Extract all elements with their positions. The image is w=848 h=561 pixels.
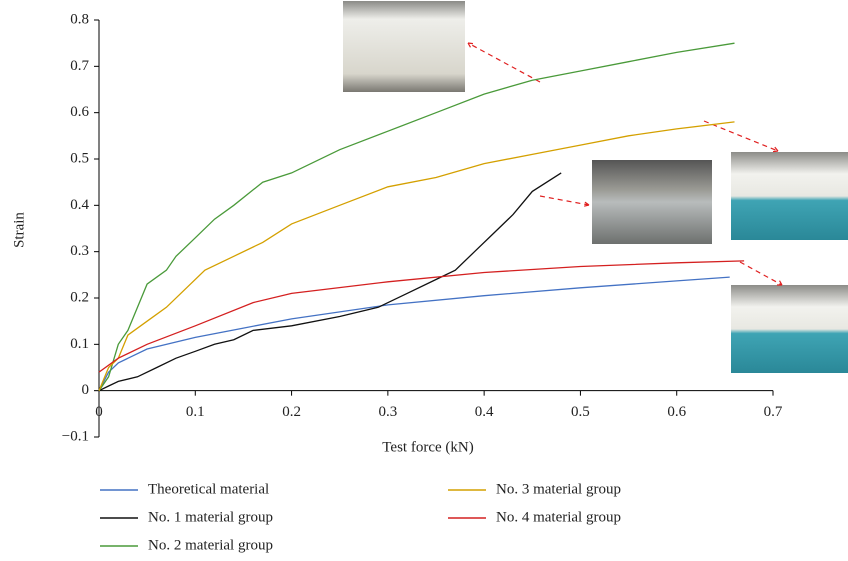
x-tick-label: 0	[95, 404, 103, 420]
series-line	[98, 172, 562, 392]
x-tick-label: 0.6	[667, 404, 686, 420]
legend-label: No. 1 material group	[148, 509, 273, 525]
y-tick-label: 0.5	[70, 150, 89, 166]
series-line	[98, 42, 735, 392]
arrow	[539, 195, 590, 208]
y-tick-label: 0.4	[70, 197, 89, 213]
x-tick-label: 0.5	[571, 404, 590, 420]
legend-label: Theoretical material	[148, 481, 269, 497]
y-axis-title: Strain	[11, 212, 27, 248]
photo	[731, 152, 848, 240]
y-tick-label: 0.8	[70, 11, 89, 27]
y-tick-label: −0.1	[62, 428, 89, 444]
y-tick-label: 0.2	[70, 289, 89, 305]
photo	[343, 1, 465, 92]
y-tick-label: 0.3	[70, 243, 89, 259]
x-axis-title: Test force (kN)	[382, 439, 473, 455]
legend-label: No. 3 material group	[496, 481, 621, 497]
y-tick-label: 0.7	[70, 58, 89, 74]
legend-label: No. 4 material group	[496, 509, 621, 525]
x-tick-label: 0.3	[378, 404, 397, 420]
photo	[731, 285, 848, 373]
x-tick-label: 0.1	[186, 404, 205, 420]
series-line	[98, 121, 735, 391]
y-tick-label: 0.6	[70, 104, 89, 120]
series-line	[98, 260, 745, 373]
y-tick-label: 0	[82, 382, 90, 398]
x-tick-label: 0.2	[282, 404, 301, 420]
series-line	[98, 276, 730, 391]
legend-label: No. 2 material group	[148, 537, 273, 553]
y-tick-label: 0.1	[70, 336, 89, 352]
arrow	[467, 42, 541, 83]
photo	[592, 160, 712, 244]
x-tick-label: 0.7	[764, 404, 783, 420]
arrow	[703, 120, 779, 153]
x-tick-label: 0.4	[475, 404, 494, 420]
arrow	[739, 261, 783, 286]
